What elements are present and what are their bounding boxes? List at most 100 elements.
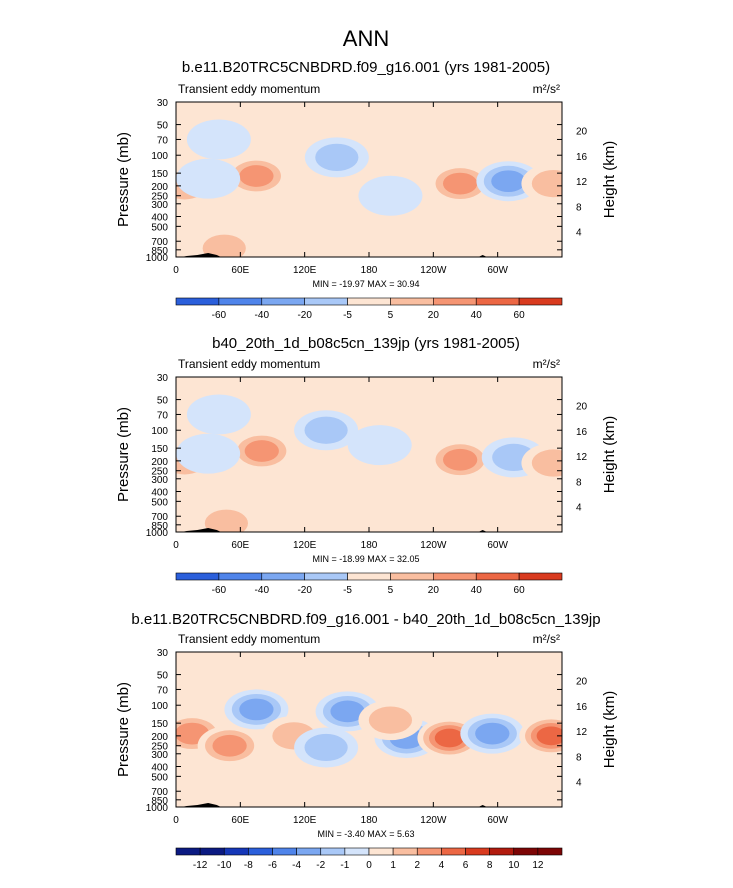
pressure-tick-label: 300 [151,200,168,211]
y-axis-label: Pressure (mb) [115,682,132,777]
pressure-tick-label: 850 [151,521,168,532]
field-feature [519,715,562,756]
x-tick-label: 60W [487,815,508,826]
panel-title: b.e11.B20TRC5CNBDRD.f09_g16.001 (yrs 198… [182,59,550,76]
colorbar-swatch [537,847,563,856]
pressure-tick-label: 250 [151,467,168,478]
pressure-tick-label: 300 [151,475,168,486]
pressure-tick-label: 300 [151,750,168,761]
contour-band [491,170,526,193]
colorbar-label: 60 [514,585,526,596]
contour-band [186,394,251,435]
field-feature [197,725,262,766]
contour-band [358,175,423,216]
colorbar-swatch [223,847,249,856]
colorbar-swatch [347,572,391,581]
pressure-tick-label: 1000 [146,253,169,264]
x-tick-label: 60E [231,265,249,276]
field-feature [229,430,294,471]
contour-band [176,433,241,474]
height-tick-label: 4 [576,778,582,789]
contour-band [347,425,412,466]
colorbar-label: -12 [193,860,208,871]
colorbar-swatch [518,297,563,306]
colorbar-label: 20 [428,310,440,321]
field-feature [428,439,493,480]
figure-title: ANN [343,26,389,51]
pressure-tick-label: 150 [151,169,168,180]
colorbar-label: -60 [212,310,227,321]
units-label: m²/s² [533,82,560,96]
pressure-tick-label: 150 [151,444,168,455]
colorbar-swatch [344,847,370,856]
x-tick-label: 60W [487,540,508,551]
contour-band [239,698,274,721]
colorbar-label: -40 [255,310,270,321]
pressure-tick-label: 400 [151,762,168,773]
x-tick-label: 0 [173,265,179,276]
pressure-tick-label: 30 [157,373,169,384]
x-tick-label: 60E [231,540,249,551]
panel-3: b.e11.B20TRC5CNBDRD.f09_g16.001 - b40_20… [115,611,618,871]
pressure-tick-label: 500 [151,497,168,508]
colorbar-label: 8 [487,860,493,871]
x-tick-label: 0 [173,815,179,826]
colorbar-label: 20 [428,585,440,596]
colorbar-label: 4 [439,860,445,871]
y2-axis-label: Height (km) [601,141,618,219]
pressure-tick-label: 850 [151,246,168,257]
colorbar-label: 40 [471,585,483,596]
colorbar-swatch [261,572,305,581]
height-tick-label: 16 [576,702,588,713]
colorbar-label: -5 [343,585,352,596]
pressure-tick-label: 30 [157,98,169,109]
field-feature [358,700,423,741]
colorbar-swatch [175,572,220,581]
colorbar-label: -8 [244,860,253,871]
height-tick-label: 16 [576,427,588,438]
colorbar-swatch [390,572,434,581]
field-feature [224,155,289,196]
units-label: m²/s² [533,632,560,646]
colorbar-swatch [304,297,348,306]
pressure-tick-label: 700 [151,237,168,248]
field-feature [186,119,251,160]
panel-subtitle: Transient eddy momentum [178,357,320,371]
colorbar-swatch [518,572,563,581]
contour-band [531,449,562,477]
contour-field [176,377,562,532]
pressure-tick-label: 700 [151,512,168,523]
colorbar-swatch [248,847,273,856]
colorbar-swatch [296,847,322,856]
field-feature [186,394,251,435]
contour-field [176,102,562,257]
pressure-tick-label: 1000 [146,803,169,814]
colorbar-swatch [320,847,346,856]
topography [181,528,222,532]
contour-band [531,169,562,198]
colorbar-swatch [513,847,539,856]
colorbar-label: -60 [212,585,227,596]
colorbar-label: 40 [471,310,483,321]
panel-1: b.e11.B20TRC5CNBDRD.f09_g16.001 (yrs 198… [115,59,618,321]
height-tick-label: 8 [576,477,582,488]
x-tick-label: 120W [420,540,447,551]
height-tick-label: 16 [576,152,588,163]
contour-band [186,119,251,160]
contour-band [304,416,348,444]
x-tick-label: 120W [420,265,447,276]
pressure-tick-label: 500 [151,222,168,233]
field-feature [347,425,412,466]
height-tick-label: 12 [576,452,588,463]
height-tick-label: 8 [576,752,582,763]
y-axis-label: Pressure (mb) [115,132,132,227]
pressure-tick-label: 50 [157,396,169,407]
field-feature [304,137,369,178]
colorbar-label: 5 [388,585,394,596]
colorbar-swatch [433,297,477,306]
colorbar-label: 6 [463,860,469,871]
contour-field [176,652,562,807]
colorbar-label: 60 [514,310,526,321]
x-tick-label: 120E [293,540,317,551]
